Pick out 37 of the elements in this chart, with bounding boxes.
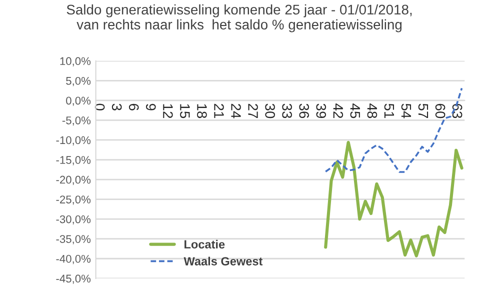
x-tick-label: 54: [401, 104, 412, 118]
x-tick-label: 6: [128, 104, 139, 110]
y-tick-label: -15,0%: [56, 156, 91, 166]
y-tick-label: -20,0%: [56, 176, 91, 185]
y-tick-label: -25,0%: [56, 196, 91, 205]
x-tick-label: 51: [384, 104, 394, 118]
x-tick-label: 48: [367, 104, 378, 118]
x-tick-label: 45: [350, 104, 360, 118]
y-tick-label: 0,0%: [66, 96, 91, 106]
y-tick-label: 10,0%: [60, 57, 91, 66]
x-tick-label: 30: [265, 104, 275, 118]
legend-label: Locatie: [184, 240, 225, 249]
y-tick-label: -40,0%: [56, 254, 91, 264]
y-tick-label: -5,0%: [62, 116, 91, 126]
line-series: [324, 87, 463, 173]
line-series: [324, 140, 464, 258]
chart-title: Saldo generatiewisseling komende 25 jaar - 01/01/2018, van rechts naar links het saldo % generatiewisseling: [66, 4, 412, 32]
x-tick-label: 3: [112, 104, 122, 110]
x-tick-label: 12: [163, 104, 173, 118]
x-tick-label: 27: [248, 104, 258, 118]
x-tick-label: 33: [282, 104, 292, 118]
y-tick-label: -10,0%: [56, 136, 91, 146]
x-tick-label: 42: [333, 104, 344, 118]
x-tick-label: 57: [418, 104, 428, 118]
x-tick-label: 21: [214, 104, 224, 118]
x-tick-label: 18: [197, 104, 207, 118]
x-tick-label: 60: [435, 104, 446, 118]
x-tick-label: 39: [316, 104, 326, 118]
legend-label: Waals Gewest: [184, 256, 263, 266]
y-tick-label: 5,0%: [66, 76, 91, 86]
y-tick-label: -45,0%: [56, 274, 91, 284]
y-tick-label: -35,0%: [56, 235, 91, 244]
x-tick-label: 24: [231, 104, 241, 118]
x-tick-label: 15: [180, 104, 190, 118]
x-tick-label: 36: [299, 104, 310, 118]
x-tick-label: 9: [146, 104, 156, 110]
y-tick-label: -30,0%: [56, 215, 91, 225]
